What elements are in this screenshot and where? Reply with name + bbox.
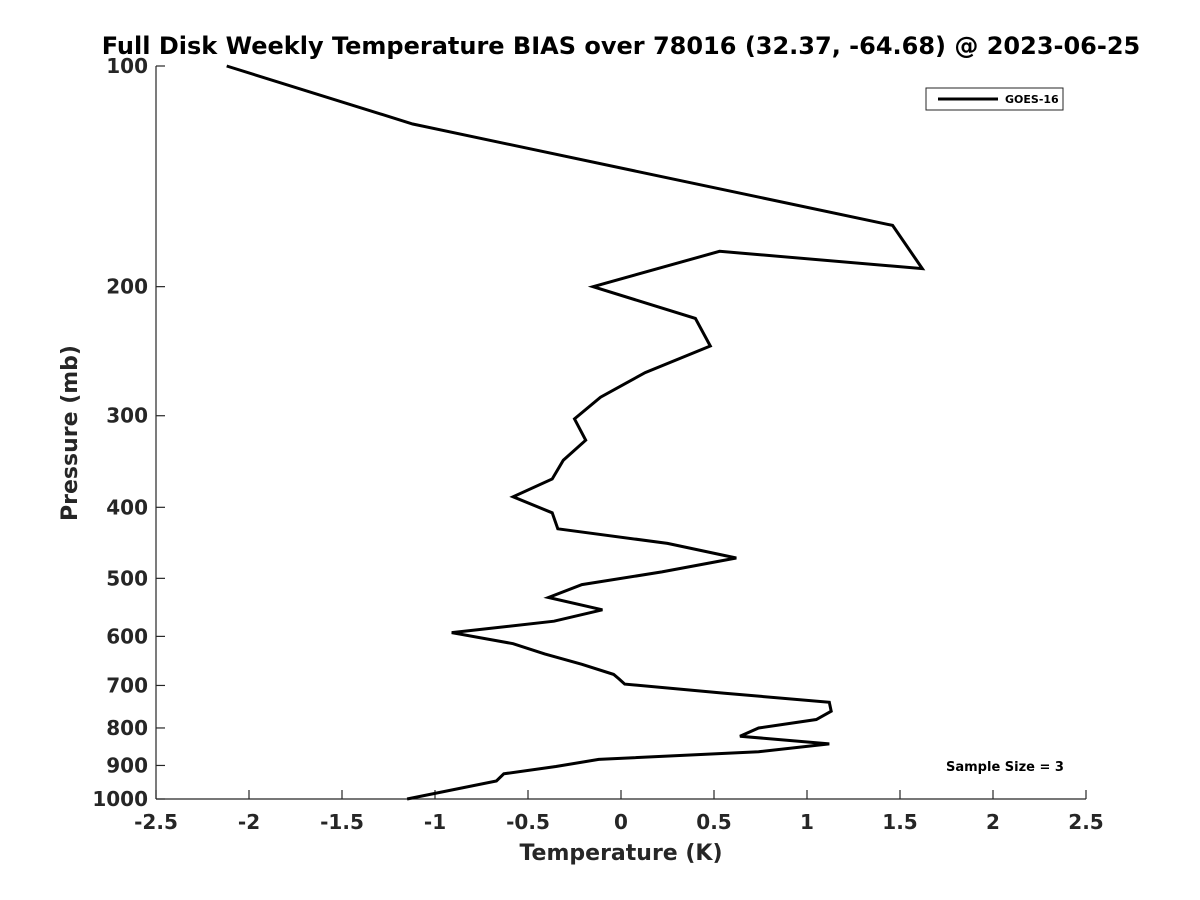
x-tick-label: -2.5 <box>134 810 178 834</box>
y-tick-label: 100 <box>106 54 148 78</box>
chart-title: Full Disk Weekly Temperature BIAS over 7… <box>102 32 1141 60</box>
y-tick-label: 1000 <box>92 787 148 811</box>
x-tick-label: 2 <box>986 810 1000 834</box>
y-tick-label: 900 <box>106 753 148 777</box>
series-line-goes-16 <box>226 64 926 801</box>
y-tick-label: 400 <box>106 495 148 519</box>
y-axis-label: Pressure (mb) <box>58 345 83 521</box>
y-tick-label: 800 <box>106 716 148 740</box>
sample-size-annotation: Sample Size = 3 <box>946 760 1064 775</box>
y-tick-label: 500 <box>106 566 148 590</box>
y-tick-label: 700 <box>106 673 148 697</box>
legend-label-goes-16: GOES-16 <box>1005 93 1059 106</box>
x-tick-label: -0.5 <box>506 810 550 834</box>
x-axis-label: Temperature (K) <box>519 841 722 866</box>
y-tick-label: 600 <box>106 624 148 648</box>
y-axis-ticks: 100 200 300 400 500 600 700 800 900 1000 <box>92 54 165 811</box>
x-tick-label: -1.5 <box>320 810 364 834</box>
y-tick-label: 300 <box>106 404 148 428</box>
x-tick-label: 0 <box>614 810 628 834</box>
y-tick-label: 200 <box>106 275 148 299</box>
x-tick-label: 0.5 <box>696 810 731 834</box>
x-tick-label: 1.5 <box>882 810 917 834</box>
x-tick-label: 2.5 <box>1068 810 1103 834</box>
x-axis-ticks: -2.5 -2 -1.5 -1 -0.5 0 0.5 1 1.5 2 2.5 <box>134 790 1104 834</box>
x-tick-label: -1 <box>424 810 446 834</box>
x-tick-label: -2 <box>238 810 260 834</box>
x-tick-label: 1 <box>800 810 814 834</box>
plot-area: -2.5 -2 -1.5 -1 -0.5 0 0.5 1 1.5 2 2.5 100 200 300 40… <box>92 54 1103 834</box>
legend: GOES-16 <box>925 87 1064 111</box>
